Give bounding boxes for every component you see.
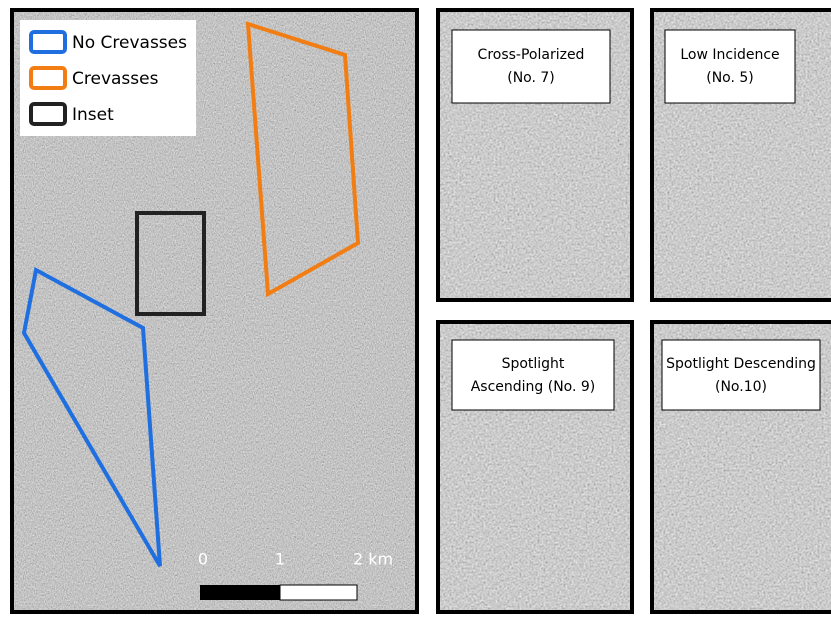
main-panel: No Crevasses Crevasses Inset 0 1 2 km (12, 10, 417, 612)
legend: No Crevasses Crevasses Inset (20, 20, 196, 136)
legend-label: Crevasses (72, 69, 159, 89)
legend-label: Inset (72, 105, 114, 125)
label-box (452, 30, 610, 103)
inset-panel: Spotlight Ascending (No. 9) (438, 322, 632, 612)
panel-label: (No. 7) (507, 70, 555, 86)
scale-segment (280, 585, 357, 600)
inset-panel: Spotlight Descending (No.10) (652, 322, 831, 612)
panel-label: Ascending (No. 9) (471, 379, 596, 395)
panel-label: Spotlight Descending (666, 356, 816, 372)
panel-label: (No. 5) (706, 70, 754, 86)
label-box (665, 30, 795, 103)
panel-label: Cross-Polarized (478, 47, 585, 63)
panel-label: Low Incidence (680, 47, 779, 63)
panel-label: (No.10) (715, 379, 767, 395)
scale-label: 0 (198, 550, 208, 569)
scale-segment (200, 585, 280, 600)
legend-label: No Crevasses (72, 33, 187, 53)
panel-label: Spotlight (502, 356, 565, 372)
inset-panel: Low Incidence (No. 5) (652, 10, 831, 300)
scale-label: 1 (275, 550, 285, 569)
inset-panel: Cross-Polarized (No. 7) (438, 10, 632, 300)
scale-label: 2 km (353, 550, 393, 569)
label-box (452, 340, 614, 410)
label-box (662, 340, 820, 410)
figure: No Crevasses Crevasses Inset 0 1 2 km Cr… (0, 0, 831, 617)
